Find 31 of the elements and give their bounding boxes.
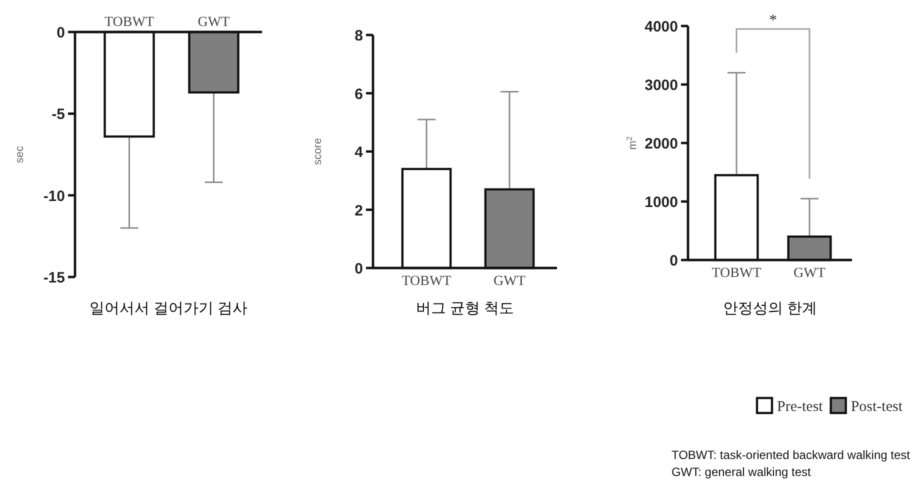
x-axis-title: 버그 균형 척도	[416, 300, 514, 317]
y-tick-label: 8	[354, 28, 363, 44]
y-axis-title: score	[312, 138, 324, 165]
x-tick-label: GWT	[494, 274, 526, 289]
x-tick-label: TOBWT	[104, 15, 154, 30]
x-tick-label: GWT	[198, 15, 230, 30]
y-tick-label: 0	[670, 252, 678, 270]
y-tick-label: 0	[354, 260, 363, 278]
y-tick-label: 0	[56, 24, 65, 42]
y-tick-label: 4000	[644, 18, 678, 36]
x-tick-label: TOBWT	[402, 274, 452, 289]
x-tick-label: TOBWT	[712, 266, 762, 281]
y-tick-label: 3000	[644, 77, 678, 94]
x-tick-label: GWT	[794, 266, 826, 281]
y-tick-label: 6	[354, 86, 363, 103]
x-axis-title: 일어서서 걸어가기 검사	[89, 300, 248, 317]
legend-label: Pre-test	[777, 399, 824, 415]
y-tick-label: 1000	[644, 194, 678, 211]
legend-label: Post-test	[850, 399, 904, 415]
significance-bracket: *	[736, 12, 810, 179]
annotation: *	[769, 12, 777, 29]
y-tick-label: -10	[43, 188, 65, 205]
x-axis-title: 안정성의 한계	[722, 300, 818, 317]
text: GWT: general walking test	[671, 465, 812, 479]
y-tick-label: 2	[354, 202, 363, 220]
y-tick-label: -15	[43, 270, 65, 286]
y-tick-label: 2000	[644, 136, 678, 152]
y-tick-label: -5	[52, 106, 65, 124]
y-tick-label: 4	[354, 144, 364, 161]
y-axis-title: sec	[14, 145, 26, 164]
text: TOBWT: task-oriented backward walking test	[671, 448, 911, 462]
